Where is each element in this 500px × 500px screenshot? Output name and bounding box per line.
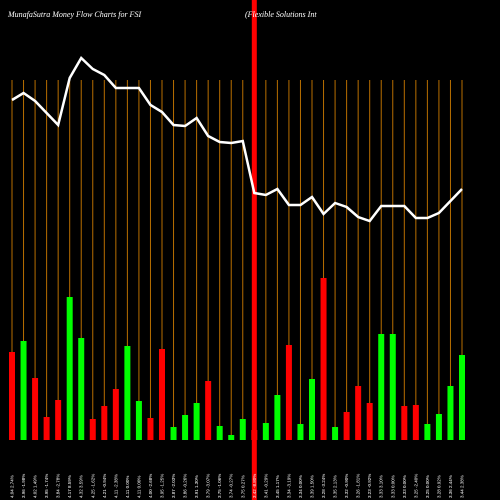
- bar: [101, 406, 108, 440]
- x-tick-label: 3.95 -1.25%: [160, 474, 165, 498]
- bar: [216, 426, 223, 440]
- x-tick-label: 3.32 -0.90%: [344, 474, 349, 498]
- x-tick-label: 3.91 1.30%: [194, 475, 199, 498]
- x-tick-label: 3.74 -0.27%: [229, 474, 234, 498]
- x-tick-label: 3.23 -0.92%: [367, 474, 372, 498]
- highlight-line: [251, 0, 257, 500]
- bar: [435, 414, 442, 440]
- x-tick-label: 4.02 1.49%: [33, 475, 38, 498]
- price-line: [11, 55, 463, 223]
- bar: [55, 400, 62, 440]
- bar: [378, 334, 385, 440]
- x-tick-label: 3.39 1.50%: [310, 475, 315, 498]
- bar: [66, 297, 73, 440]
- x-tick-label: 4.11 0.00%: [125, 476, 130, 498]
- bar: [459, 355, 465, 440]
- x-tick-label: 3.41 -0.29%: [263, 474, 268, 498]
- bar: [401, 406, 408, 440]
- bar: [297, 424, 304, 440]
- x-tick-label: 3.96 -1.98%: [21, 474, 26, 498]
- x-tick-label: 3.84 -2.78%: [56, 474, 61, 498]
- x-tick-label: 3.26 -1.81%: [356, 474, 361, 498]
- bar: [205, 381, 212, 440]
- x-tick-label: 3.33 0.00%: [390, 475, 395, 498]
- x-tick-label: 4.32 3.59%: [79, 475, 84, 498]
- x-tick-label: 3.28 0.92%: [436, 475, 441, 498]
- x-tick-label: 4.00 -2.68%: [148, 474, 153, 498]
- bar: [20, 341, 27, 440]
- x-tick-label: 3.75 -1.06%: [217, 474, 222, 498]
- bar: [9, 352, 15, 440]
- x-tick-label: 3.34 -3.19%: [286, 474, 291, 498]
- x-tick-label: 3.95 -1.74%: [44, 474, 49, 498]
- bar: [332, 427, 339, 440]
- x-tick-label: 3.25 -2.40%: [413, 474, 418, 498]
- bar: [274, 395, 281, 440]
- bar: [193, 403, 200, 440]
- x-tick-label: 3.33 0.00%: [402, 475, 407, 498]
- bar: [320, 278, 327, 440]
- bar: [112, 389, 119, 440]
- x-tick-label: 3.28 -3.24%: [321, 474, 326, 498]
- x-tick-label: 3.34 0.00%: [298, 475, 303, 498]
- bar: [43, 417, 50, 440]
- bar: [389, 334, 396, 440]
- x-tick-label: 4.17 8.59%: [67, 475, 72, 498]
- bar: [285, 345, 292, 440]
- x-tick-label: 3.44 2.38%: [460, 475, 465, 498]
- x-tick-label: 3.35 2.13%: [333, 475, 338, 498]
- x-tick-label: 4.21 -0.94%: [102, 474, 107, 498]
- bar: [147, 418, 154, 440]
- bar: [32, 378, 39, 440]
- x-tick-label: 4.25 -1.62%: [90, 474, 95, 498]
- bar: [124, 346, 131, 440]
- bar: [262, 423, 269, 440]
- x-tick-label: 3.79 -3.07%: [206, 474, 211, 498]
- bar: [447, 386, 454, 440]
- x-tick-label: 3.87 -2.03%: [171, 474, 176, 498]
- x-tick-label: 3.33 3.10%: [379, 475, 384, 498]
- bar: [251, 430, 258, 440]
- x-tick-label: 3.25 0.00%: [425, 475, 430, 498]
- bar: [343, 412, 350, 440]
- x-tick-label: 4.04 2.74%: [10, 475, 15, 498]
- x-tick-label: 4.11 -2.38%: [113, 474, 118, 498]
- bar: [78, 338, 85, 440]
- chart-subtitle: (Flexible Solutions Int: [245, 10, 317, 19]
- bar: [412, 405, 419, 440]
- bar: [89, 419, 96, 440]
- x-tick-label: 3.36 2.44%: [448, 475, 453, 498]
- chart-title: MunafaSutra Money Flow Charts for FSI: [7, 10, 141, 19]
- bar: [309, 379, 315, 440]
- x-tick-label: 3.45 1.17%: [275, 475, 280, 498]
- bar: [366, 403, 373, 440]
- bar: [424, 424, 431, 440]
- x-tick-label: 3.75 0.27%: [240, 475, 245, 498]
- bar: [135, 401, 142, 440]
- bar: [355, 386, 362, 440]
- x-tick-label: 4.11 0.00%: [136, 476, 141, 498]
- x-tick-label: 3.42 -8.80%: [252, 474, 257, 498]
- bar: [182, 415, 189, 440]
- bar: [228, 435, 235, 440]
- x-tick-label: 3.86 -0.26%: [183, 474, 188, 498]
- bar: [159, 349, 165, 440]
- bar: [170, 427, 177, 440]
- bar: [239, 419, 246, 440]
